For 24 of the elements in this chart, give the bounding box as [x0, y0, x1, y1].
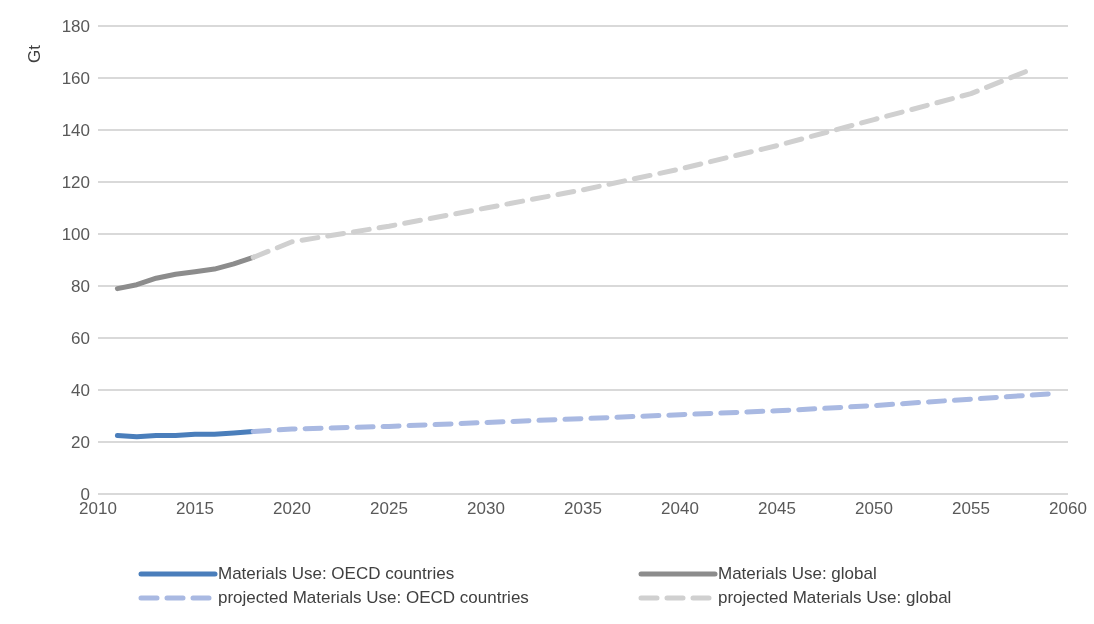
x-tick-label: 2040 [661, 499, 699, 519]
y-tick-label: 40 [71, 381, 90, 401]
y-tick-label: 100 [61, 225, 90, 245]
legend-label: projected Materials Use: global [718, 588, 952, 608]
y-axis-title: Gt [24, 45, 45, 63]
legend-label: Materials Use: global [718, 564, 877, 584]
legend-label: projected Materials Use: OECD countries [218, 588, 529, 608]
x-tick-label: 2045 [758, 499, 796, 519]
y-tick-label: 60 [71, 329, 90, 349]
legend-label: Materials Use: OECD countries [218, 564, 455, 584]
y-tick-label: 120 [61, 173, 90, 193]
y-tick-label: 160 [61, 69, 90, 89]
x-tick-label: 2055 [952, 499, 990, 519]
y-tick-label: 80 [71, 277, 90, 297]
y-tick-label: 20 [71, 433, 90, 453]
y-tick-label: 140 [61, 121, 90, 141]
x-tick-label: 2060 [1049, 499, 1087, 519]
x-tick-label: 2025 [370, 499, 408, 519]
x-tick-label: 2015 [176, 499, 214, 519]
x-tick-label: 2035 [564, 499, 602, 519]
y-tick-label: 180 [61, 17, 90, 37]
x-tick-label: 2050 [855, 499, 893, 519]
x-tick-label: 2020 [273, 499, 311, 519]
x-tick-label: 2030 [467, 499, 505, 519]
